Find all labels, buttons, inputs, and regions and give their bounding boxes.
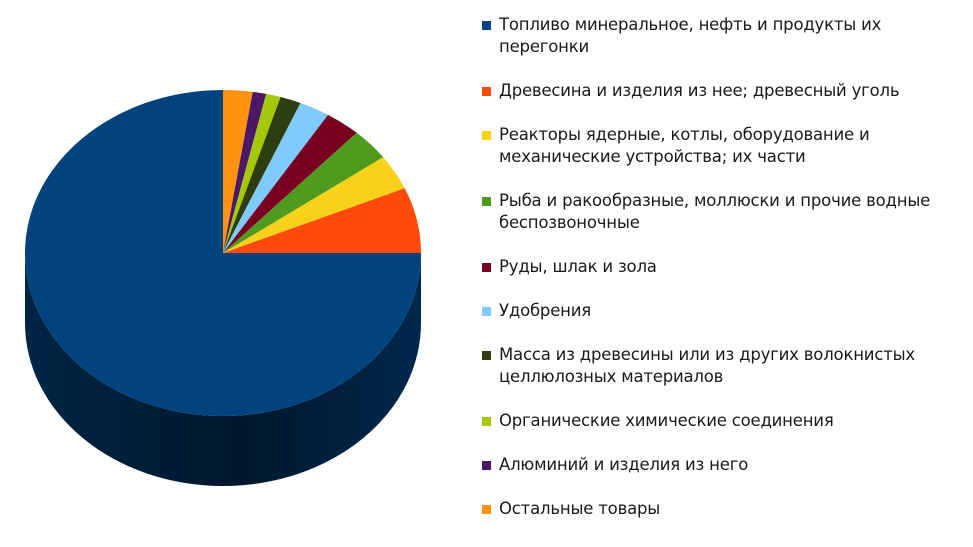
legend-label-pulp: Масса из древесины или из других волокни… [499,345,915,386]
pie-slice [223,157,405,253]
legend-label-organic: Органические химические соединения [499,411,834,430]
pie-slice [223,93,281,253]
legend-item-reactors: Реакторы ядерные, котлы, оборудование и … [482,124,962,190]
legend-item-wood: Древесина и изделия из нее; древесный уг… [482,80,962,124]
legend-swatch-ores [482,263,491,272]
pie-slice-side [25,253,421,486]
legend-item-aluminium: Алюминий и изделия из него [482,454,962,498]
legend-swatch-fish [482,197,491,206]
legend-item-fertilizers: Удобрения [482,300,962,344]
pie-slice [25,90,421,416]
legend-label-ores: Руды, шлак и зола [499,257,657,276]
legend-label-reactors: Реакторы ядерные, котлы, оборудование и … [499,125,870,166]
pie-slice [223,103,329,253]
pie-slices-group [25,90,421,486]
legend-swatch-wood [482,87,491,96]
legend-swatch-aluminium [482,461,491,470]
legend-item-other: Остальные товары [482,498,962,542]
pie-slice [223,114,357,254]
legend-item-organic: Органические химические соединения [482,410,962,454]
pie-slice [223,132,384,253]
pie-slice [223,97,301,253]
chart-legend: Топливо минеральное, нефть и продукты их… [482,14,962,542]
legend-item-pulp: Масса из древесины или из других волокни… [482,344,962,410]
legend-label-fish: Рыба и ракообразные, моллюски и прочие в… [499,191,931,232]
legend-item-ores: Руды, шлак и зола [482,256,962,300]
legend-label-other: Остальные товары [499,499,661,518]
legend-swatch-reactors [482,131,491,140]
legend-swatch-other [482,505,491,514]
legend-item-fuel: Топливо минеральное, нефть и продукты их… [482,14,962,80]
pie-slice [223,188,421,253]
legend-label-aluminium: Алюминий и изделия из него [499,455,749,474]
legend-label-wood: Древесина и изделия из нее; древесный уг… [499,81,900,100]
legend-swatch-fuel [482,21,491,30]
pie-slice [223,91,267,253]
legend-label-fuel: Топливо минеральное, нефть и продукты их… [499,15,882,56]
legend-swatch-fertilizers [482,307,491,316]
pie-slice [223,90,253,253]
legend-swatch-pulp [482,351,491,360]
legend-swatch-organic [482,417,491,426]
legend-item-fish: Рыба и ракообразные, моллюски и прочие в… [482,190,962,256]
legend-label-fertilizers: Удобрения [499,301,591,320]
